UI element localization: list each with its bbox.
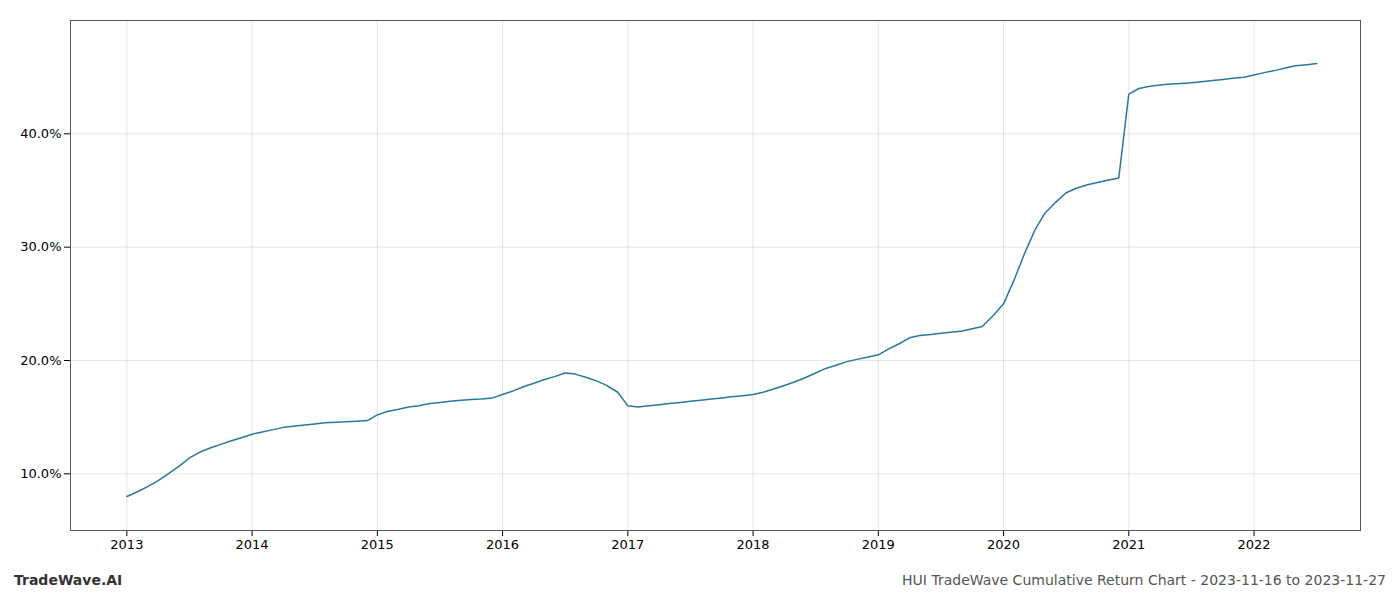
svg-text:2021: 2021 [1112, 537, 1145, 552]
svg-text:30.0%: 30.0% [20, 239, 61, 254]
svg-text:2022: 2022 [1237, 537, 1270, 552]
svg-text:2017: 2017 [611, 537, 644, 552]
svg-text:2020: 2020 [987, 537, 1020, 552]
svg-text:40.0%: 40.0% [20, 126, 61, 141]
svg-text:2016: 2016 [486, 537, 519, 552]
svg-text:2019: 2019 [862, 537, 895, 552]
svg-text:2018: 2018 [737, 537, 770, 552]
html-text:TradeWave.AI: TradeWave.AI [14, 572, 123, 588]
svg-text:20.0%: 20.0% [20, 353, 61, 368]
svg-text:2013: 2013 [110, 537, 143, 552]
html-text:HUI TradeWave Cumulative Retur: HUI TradeWave Cumulative Return Chart - … [902, 572, 1386, 588]
svg-text:2014: 2014 [236, 537, 269, 552]
svg-text:2015: 2015 [361, 537, 394, 552]
svg-text:10.0%: 10.0% [20, 466, 61, 481]
